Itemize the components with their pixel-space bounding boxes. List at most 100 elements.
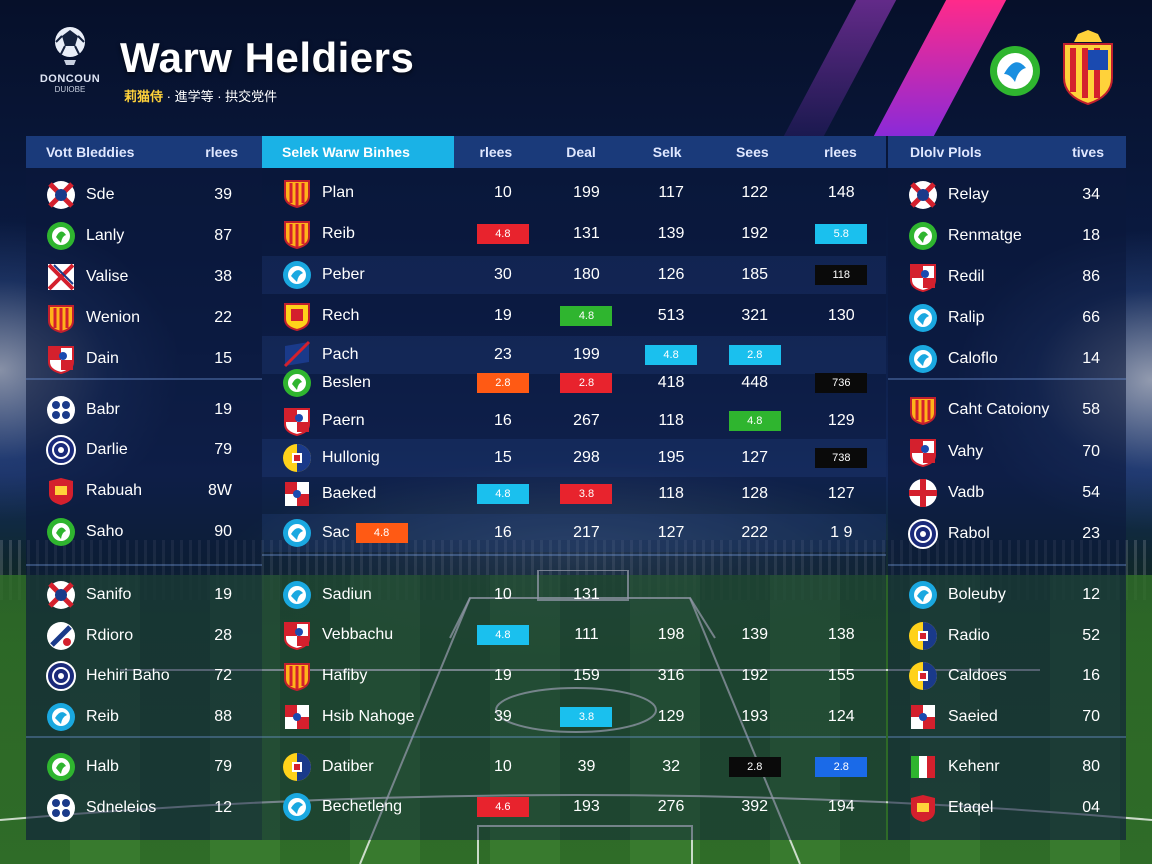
team-row[interactable]: Caldoes 16 xyxy=(888,657,1126,695)
stat-cell: 185 xyxy=(741,266,769,283)
stat-cell: 4.8 xyxy=(462,215,544,253)
match-row[interactable]: Hullonig 15 298 195 127 738 xyxy=(262,439,886,477)
stat-cell: 126 xyxy=(657,266,685,283)
stat-cell: 131 xyxy=(573,225,600,242)
match-row[interactable]: Reib 4.8 131 139 192 5.8 xyxy=(262,215,886,253)
team-row[interactable]: Valise 38 xyxy=(26,258,262,296)
team-badge-icon xyxy=(911,705,935,729)
team-row[interactable]: Saho 90 xyxy=(26,513,262,551)
stat-cell: 2.8 xyxy=(544,364,630,402)
team-name: Vebbachu xyxy=(322,626,394,643)
team-row[interactable]: Boleuby 12 xyxy=(888,576,1126,614)
select-tab[interactable]: Selek Warw Binhes xyxy=(262,136,455,168)
team-row[interactable]: Halb 79 xyxy=(26,748,262,786)
team-row[interactable]: Relay 34 xyxy=(888,176,1126,214)
team-row[interactable]: Ralip 66 xyxy=(888,299,1126,337)
team-row[interactable]: Rdioro 28 xyxy=(26,617,262,655)
left-standings-panel: Vott Bleddies rlees Sde 39 Lanly 87 Valise 38… xyxy=(26,136,262,840)
column-header[interactable]: Sees xyxy=(735,144,769,160)
team-row[interactable]: Saeied 70 xyxy=(888,698,1126,736)
stat-cell: 195 xyxy=(657,449,685,466)
stat-cell: 4.8 xyxy=(544,297,630,335)
stat-cell: 118 xyxy=(658,485,684,502)
team-badge-icon xyxy=(48,305,74,333)
team-name: Reib xyxy=(86,708,119,725)
team-row[interactable]: Caloflo 14 xyxy=(888,340,1126,378)
stat-cell: 128 xyxy=(741,485,769,502)
match-row[interactable]: Hsib Nahoge 39 3.8 129 193 124 xyxy=(262,698,886,736)
team-badge-icon xyxy=(284,221,310,249)
team-badge-icon xyxy=(47,753,75,781)
right-panel-header: Dlolv Plols tives xyxy=(888,136,1126,168)
column-header[interactable]: Selk xyxy=(652,144,682,160)
team-name: Radio xyxy=(948,627,990,644)
stat-cell: 118 xyxy=(658,412,684,429)
team-row[interactable]: Hehiri Baho 72 xyxy=(26,657,262,695)
match-row[interactable]: Sadiun 10 131 xyxy=(262,576,886,614)
column-header[interactable]: rlees xyxy=(479,144,513,160)
match-row[interactable]: Hafiby 19 159 316 192 155 xyxy=(262,657,886,695)
row-divider xyxy=(888,564,1126,566)
stat-chip: 4.8 xyxy=(476,624,529,645)
stat-cell: 148 xyxy=(827,184,855,201)
stat-cell: 118 xyxy=(797,256,886,294)
team-value: 8W xyxy=(208,482,232,499)
right-standings-panel: Dlolv Plols tives Relay 34 Renmatge 18 Redil… xyxy=(888,136,1126,840)
match-row[interactable]: Sac 4.8 16 217 127 222 1 9 xyxy=(262,514,886,552)
team-value: 86 xyxy=(1082,268,1100,285)
stat-chip: 118 xyxy=(815,264,868,285)
match-row[interactable]: Pach 23 199 4.8 2.8 xyxy=(262,336,886,374)
team-value: 22 xyxy=(214,309,232,326)
stat-chip: 2.8 xyxy=(728,344,781,365)
team-row[interactable]: Kehenr 80 xyxy=(888,748,1126,786)
match-row[interactable]: Bechetleng 4.6 193 276 392 194 xyxy=(262,788,886,826)
match-row[interactable]: Datiber 10 39 32 2.8 2.8 xyxy=(262,748,886,786)
column-header[interactable]: Deal xyxy=(566,144,596,160)
team-name: Beslen xyxy=(322,374,371,391)
stat-cell: 736 xyxy=(797,364,886,402)
match-row[interactable]: Plan 10 199 117 122 148 xyxy=(262,174,886,212)
team-row[interactable]: Rabol 23 xyxy=(888,515,1126,553)
team-row[interactable]: Darlie 79 xyxy=(26,431,262,469)
team-row[interactable]: Rabuah 8W xyxy=(26,472,262,510)
column-header[interactable]: rlees xyxy=(824,144,857,160)
match-row[interactable]: Peber 30 180 126 185 118 xyxy=(262,256,886,294)
match-row[interactable]: Baeked 4.8 3.8 118 128 127 xyxy=(262,475,886,513)
match-row[interactable]: Rech 19 4.8 513 321 130 xyxy=(262,297,886,335)
team-row[interactable]: Wenion 22 xyxy=(26,299,262,337)
stat-chip: 4.8 xyxy=(728,410,781,431)
match-stats-panel: Selek Warw Binhes rlees Deal Selk Sees r… xyxy=(262,136,886,840)
team-row[interactable]: Lanly 87 xyxy=(26,217,262,255)
team-value: 14 xyxy=(1082,350,1100,367)
team-row[interactable]: Babr 19 xyxy=(26,391,262,429)
row-divider xyxy=(888,736,1126,738)
match-row[interactable]: Paern 16 267 118 4.8 129 xyxy=(262,402,886,440)
team-row[interactable]: Sdneleios 12 xyxy=(26,789,262,827)
team-row[interactable]: Sanifo 19 xyxy=(26,576,262,614)
team-row[interactable]: Renmatge 18 xyxy=(888,217,1126,255)
stat-cell: 316 xyxy=(657,667,685,684)
team-row[interactable]: Reib 88 xyxy=(26,698,262,736)
team-row[interactable]: Vahy 70 xyxy=(888,433,1126,471)
team-badge-icon xyxy=(49,478,73,505)
team-name: Caht Catoiony xyxy=(948,401,1050,418)
stat-cell: 10 xyxy=(493,184,512,201)
team-row[interactable]: Redil 86 xyxy=(888,258,1126,296)
team-row[interactable]: Etaqel 04 xyxy=(888,789,1126,827)
team-name: Saeied xyxy=(948,708,998,725)
team-row[interactable]: Radio 52 xyxy=(888,617,1126,655)
team-row[interactable]: Vadb 54 xyxy=(888,474,1126,512)
team-name: Boleuby xyxy=(948,586,1006,603)
team-badge-icon xyxy=(283,519,311,547)
stat-cell: 139 xyxy=(657,225,685,242)
team-row[interactable]: Dain 15 xyxy=(26,340,262,378)
match-row[interactable]: Beslen 2.8 2.8 418 448 736 xyxy=(262,364,886,402)
stat-cell: 194 xyxy=(827,798,855,815)
stat-cell: 198 xyxy=(657,626,685,643)
match-row[interactable]: Vebbachu 4.8 111 198 139 138 xyxy=(262,616,886,654)
stat-cell: 199 xyxy=(573,184,600,201)
team-row[interactable]: Sde 39 xyxy=(26,176,262,214)
stat-cell: 222 xyxy=(741,524,769,541)
row-divider xyxy=(262,736,886,738)
team-row[interactable]: Caht Catoiony 58 xyxy=(888,391,1126,429)
